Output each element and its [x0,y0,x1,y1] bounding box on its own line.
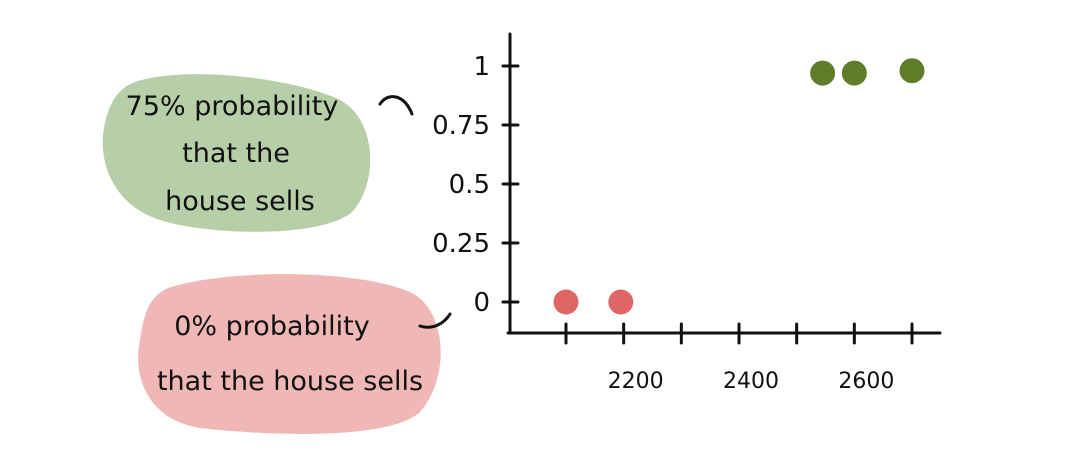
y-tick-label: 0.75 [432,111,490,141]
y-ticks: 0 0.25 0.5 0.75 1 [432,52,520,318]
data-points [553,58,925,315]
red-note-connector [418,312,452,329]
data-point [841,60,867,86]
red-note-line-2: that the house sells [157,366,423,397]
data-point [899,58,925,84]
data-point [608,289,634,315]
y-tick-label: 0.5 [449,170,490,200]
red-note-bubble [138,274,441,434]
x-ticks: 2200 2400 2600 [564,322,914,394]
data-point [553,289,579,315]
x-tick-label: 2600 [838,369,894,394]
green-note-line-2: that the [182,138,290,169]
x-tick-label: 2400 [723,369,779,394]
y-tick-label: 0 [473,288,490,318]
red-note-line-1: 0% probability [174,311,369,342]
green-note-line-3: house sells [165,186,315,217]
green-note-connector [378,95,414,116]
data-point [810,60,836,86]
green-note-bubble [102,74,371,232]
green-note-line-1: 75% probability [126,91,339,122]
x-tick-label: 2200 [608,369,664,394]
y-tick-label: 1 [473,52,490,82]
y-tick-label: 0.25 [432,229,490,259]
